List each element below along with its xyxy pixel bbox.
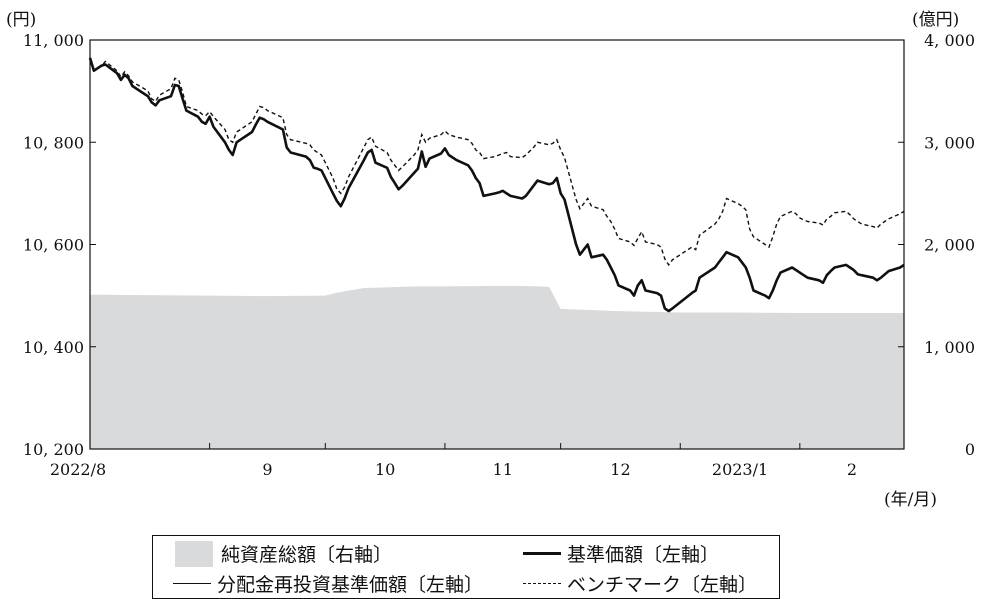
x-tick-label: 11: [493, 460, 513, 479]
x-tick-label: 2023/1: [712, 460, 768, 479]
left-tick-label: 10, 400: [23, 338, 84, 357]
legend-item-nav: 基準価額〔左軸〕: [523, 540, 719, 567]
right-axis-unit: (億円): [912, 10, 959, 30]
legend-item-net-assets: 純資産総額〔右軸〕: [175, 540, 392, 567]
legend-label-benchmark: ベンチマーク〔左軸〕: [567, 574, 758, 596]
legend-item-reinvested-nav: 分配金再投資基準価額〔左軸〕: [173, 570, 483, 597]
left-tick-label: 10, 800: [23, 133, 84, 152]
line-layer: [88, 57, 905, 313]
left-axis-unit: (円): [6, 10, 36, 30]
legend-swatch-reinvested-nav: [173, 583, 211, 584]
reinvested-nav-line: [89, 57, 905, 312]
right-tick-label: 4, 000: [924, 31, 975, 50]
right-tick-label: 2, 000: [924, 236, 975, 255]
net-assets-area-layer: [90, 285, 904, 449]
x-axis-unit: (年/月): [884, 490, 937, 510]
nav-line: [88, 57, 905, 313]
x-tick-label: 2022/8: [50, 460, 106, 479]
right-tick-label: 0: [965, 440, 975, 459]
x-tick-label: 10: [375, 460, 395, 479]
x-tick-label: 12: [610, 460, 630, 479]
x-tick-label: 2: [847, 460, 857, 479]
legend-swatch-nav: [523, 552, 561, 555]
legend: 純資産総額〔右軸〕 基準価額〔左軸〕 分配金再投資基準価額〔左軸〕 ベンチマーク…: [152, 535, 780, 599]
legend-item-benchmark: ベンチマーク〔左軸〕: [523, 570, 757, 597]
legend-swatch-benchmark: [523, 583, 561, 584]
left-tick-label: 11, 000: [23, 31, 84, 50]
left-tick-label: 10, 200: [23, 440, 84, 459]
benchmark-line: [89, 60, 905, 267]
x-tick-label: 9: [262, 460, 272, 479]
tick-layer: 10, 200 10, 400 10, 600 10, 800 11, 000 0 1, 0…: [23, 31, 975, 479]
plot-frame: [89, 39, 905, 450]
net-assets-area: [90, 285, 904, 449]
legend-label-reinvested-nav: 分配金再投資基準価額〔左軸〕: [217, 574, 484, 596]
legend-label-nav: 基準価額〔左軸〕: [567, 544, 720, 566]
right-tick-label: 3, 000: [924, 133, 975, 152]
left-tick-label: 10, 600: [23, 236, 84, 255]
right-tick-label: 1, 000: [924, 338, 975, 357]
legend-label-net-assets: 純資産総額〔右軸〕: [221, 544, 393, 566]
legend-swatch-net-assets: [175, 540, 213, 567]
chart: 10, 200 10, 400 10, 600 10, 800 11, 000 0 1, 0…: [6, 10, 975, 510]
